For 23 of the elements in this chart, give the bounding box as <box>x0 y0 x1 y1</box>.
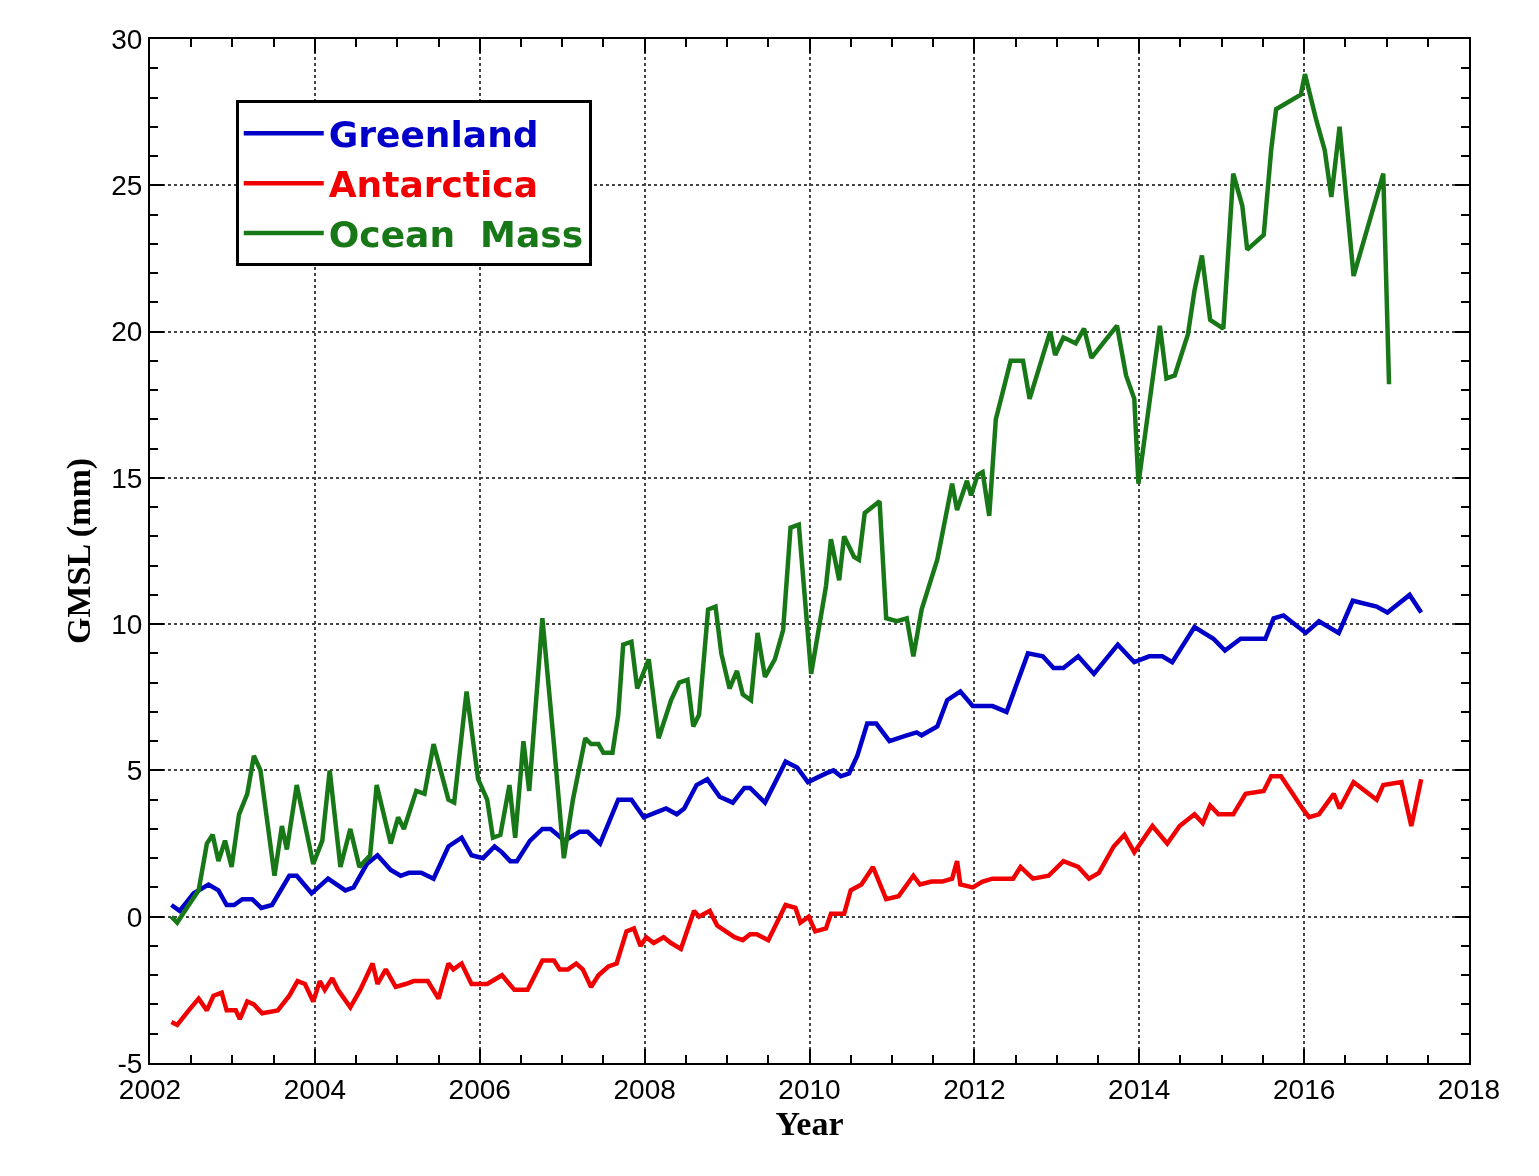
x-tick-label: 2016 <box>1272 1073 1336 1105</box>
line-series <box>169 774 1424 1028</box>
y-axis-title: GMSL (mm) <box>60 457 99 645</box>
x-axis-title: Year <box>775 1104 844 1142</box>
y-tick-label: 20 <box>111 316 143 348</box>
x-tick-label: 2006 <box>448 1073 511 1105</box>
line-series <box>169 71 1392 925</box>
line-series <box>169 592 1424 914</box>
y-tick-label: 30 <box>111 23 143 55</box>
x-tick-label: 2010 <box>778 1073 841 1105</box>
x-tick-label: 2018 <box>1437 1073 1501 1105</box>
y-tick-label: 5 <box>126 755 143 787</box>
y-tick-label: 0 <box>126 901 143 933</box>
legend-label: Ocean Mass <box>328 213 584 255</box>
x-tick-label: 2014 <box>1108 1073 1171 1105</box>
y-tick-label: 15 <box>111 462 143 494</box>
x-tick-label: 2008 <box>613 1073 676 1105</box>
y-tick-label: 25 <box>111 170 143 202</box>
x-tick-label: 2004 <box>283 1073 347 1105</box>
legend-label: Greenland <box>328 114 539 156</box>
legend-label: Antarctica <box>328 164 539 206</box>
y-tick-label: 10 <box>111 608 143 640</box>
x-tick-label: 2012 <box>943 1073 1006 1105</box>
